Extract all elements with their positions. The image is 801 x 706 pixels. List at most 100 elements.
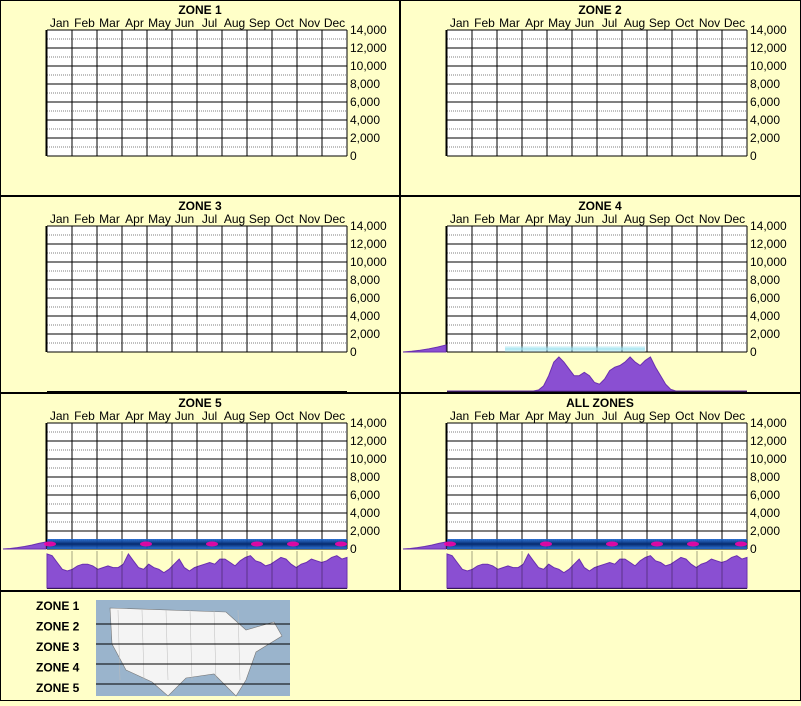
state-border [213, 609, 217, 681]
elevation-wedge [402, 344, 447, 353]
month-label: Feb [74, 409, 95, 423]
y-tick-label: 0 [350, 149, 357, 163]
state-border [189, 609, 193, 681]
month-label: Jul [202, 16, 217, 30]
month-label: Jun [575, 16, 594, 30]
heat-spot [540, 541, 552, 547]
month-label: Feb [474, 409, 495, 423]
chart-title: ZONE 5 [178, 396, 222, 410]
y-tick-label: 2,000 [750, 131, 780, 145]
month-label: Sep [249, 409, 271, 423]
y-tick-label: 8,000 [750, 470, 780, 484]
month-label: Apr [125, 409, 144, 423]
heat-spot [44, 541, 56, 547]
y-tick-label: 10,000 [750, 452, 787, 466]
month-label: Apr [525, 212, 544, 226]
month-label: Feb [74, 16, 95, 30]
y-tick-label: 8,000 [350, 77, 380, 91]
us-land-shape [109, 607, 283, 697]
month-label: Aug [624, 16, 645, 30]
month-label: Jun [575, 212, 594, 226]
state-border [237, 609, 241, 681]
y-tick-label: 0 [750, 149, 757, 163]
month-label: Jan [50, 212, 69, 226]
month-label: Jul [602, 16, 617, 30]
month-label: Mar [499, 16, 520, 30]
y-tick-label: 6,000 [350, 95, 380, 109]
y-tick-label: 2,000 [350, 524, 380, 538]
y-tick-label: 10,000 [750, 59, 787, 73]
chart-panel-4: ZONE 4 Jan Feb Mar Apr May Jun Jul Aug Sep Oct Nov D… [400, 196, 801, 393]
month-label: Jun [175, 16, 194, 30]
y-tick-label: 4,000 [350, 113, 380, 127]
month-label: Jan [50, 16, 69, 30]
month-label: May [148, 16, 171, 30]
month-label: Oct [675, 409, 694, 423]
month-label: Apr [525, 16, 544, 30]
month-label: Mar [499, 409, 520, 423]
elevation-wedge [402, 541, 447, 550]
y-tick-label: 6,000 [750, 488, 780, 502]
elevation-wedge [2, 541, 47, 550]
heat-spot [206, 541, 218, 547]
month-label: May [548, 16, 571, 30]
y-tick-label: 10,000 [750, 255, 787, 269]
y-tick-label: 12,000 [750, 434, 787, 448]
heat-strip [505, 346, 645, 352]
y-tick-label: 12,000 [350, 237, 387, 251]
month-label: Jul [202, 409, 217, 423]
month-label: Sep [649, 212, 671, 226]
y-tick-label: 6,000 [350, 291, 380, 305]
y-tick-label: 12,000 [750, 41, 787, 55]
month-label: Jun [575, 409, 594, 423]
y-tick-label: 12,000 [350, 41, 387, 55]
y-tick-label: 8,000 [350, 470, 380, 484]
month-label: Nov [699, 212, 720, 226]
zone-label-2: ZONE 2 [36, 620, 80, 634]
y-tick-label: 0 [350, 345, 357, 359]
month-label: Mar [499, 212, 520, 226]
chart-title: ZONE 3 [178, 199, 222, 213]
y-tick-label: 14,000 [350, 416, 387, 430]
y-tick-label: 8,000 [350, 273, 380, 287]
month-label: Nov [299, 409, 320, 423]
y-tick-label: 14,000 [750, 416, 787, 430]
chart-title: ZONE 1 [178, 3, 222, 17]
chart-panel-2: ZONE 2 Jan Feb Mar Apr May Jun Jul Aug Sep Oct Nov D… [400, 0, 801, 196]
month-label: Jan [50, 409, 69, 423]
zone-label-4: ZONE 4 [36, 661, 80, 675]
chart-title: ALL ZONES [566, 396, 634, 410]
y-tick-label: 2,000 [350, 327, 380, 341]
y-tick-label: 2,000 [750, 524, 780, 538]
heat-spot [735, 541, 747, 547]
y-tick-label: 6,000 [750, 95, 780, 109]
month-label: Oct [275, 212, 294, 226]
month-label: Jan [450, 16, 469, 30]
month-label: Nov [699, 409, 720, 423]
month-label: Dec [324, 212, 345, 226]
month-label: Dec [324, 409, 345, 423]
time-profile [447, 356, 747, 392]
month-label: Apr [125, 212, 144, 226]
month-label: Dec [724, 212, 745, 226]
month-label: Aug [624, 409, 645, 423]
zone-label-3: ZONE 3 [36, 640, 80, 654]
y-tick-label: 14,000 [350, 219, 387, 233]
month-label: Feb [474, 16, 495, 30]
month-label: Mar [99, 16, 120, 30]
chart-panel-6: ALL ZONES Jan Feb Mar Apr May Jun Jul Aug Sep Oct N… [400, 393, 801, 591]
month-label: Oct [275, 16, 294, 30]
month-label: May [548, 212, 571, 226]
month-label: May [148, 212, 171, 226]
heat-spot [287, 541, 299, 547]
y-tick-label: 6,000 [350, 488, 380, 502]
y-tick-label: 4,000 [750, 113, 780, 127]
month-label: Feb [474, 212, 495, 226]
state-border [117, 609, 121, 681]
heat-spot [606, 541, 618, 547]
month-label: Sep [249, 16, 271, 30]
month-label: Aug [224, 16, 245, 30]
y-tick-label: 0 [750, 345, 757, 359]
month-label: Jun [175, 212, 194, 226]
